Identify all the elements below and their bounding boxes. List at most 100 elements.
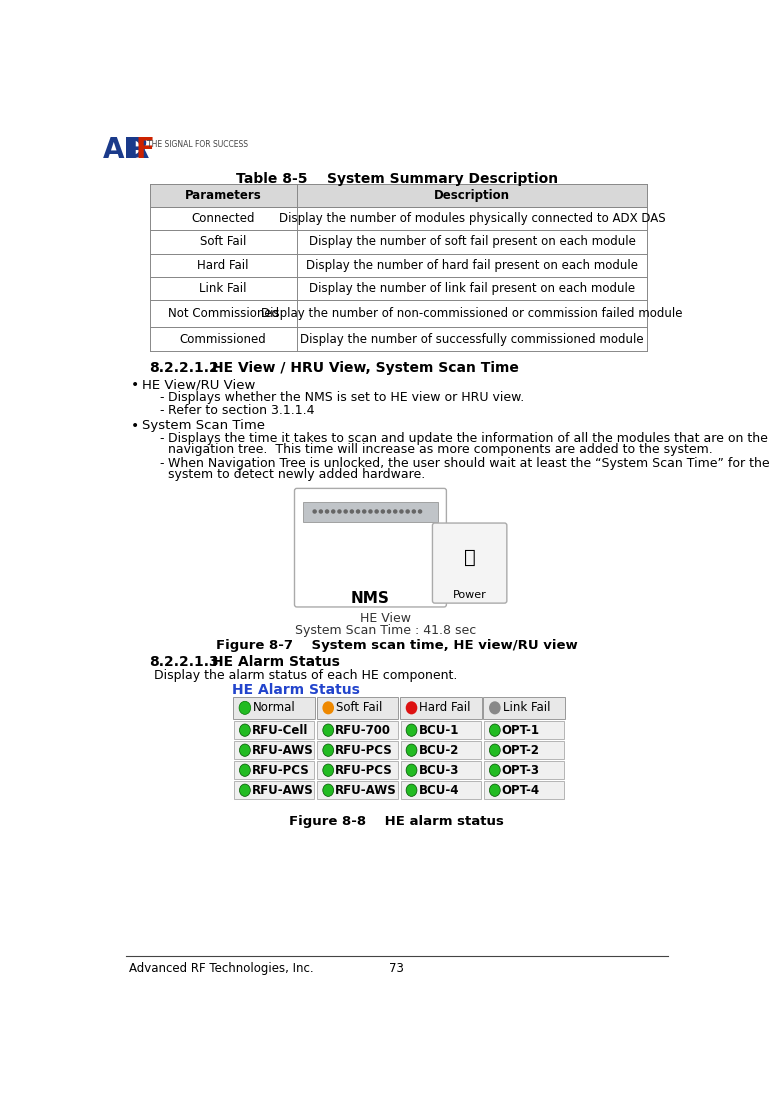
Ellipse shape	[406, 701, 418, 714]
Text: Hard Fail: Hard Fail	[198, 258, 249, 271]
Text: Displays the time it takes to scan and update the information of all the modules: Displays the time it takes to scan and u…	[168, 432, 768, 445]
Text: Soft Fail: Soft Fail	[336, 701, 382, 714]
Ellipse shape	[239, 724, 250, 736]
Text: HE View: HE View	[360, 612, 411, 625]
Ellipse shape	[239, 701, 251, 714]
Text: BCU-4: BCU-4	[418, 784, 459, 797]
Circle shape	[400, 510, 403, 513]
Circle shape	[326, 510, 329, 513]
Circle shape	[332, 510, 335, 513]
Text: Connected: Connected	[191, 212, 255, 225]
Circle shape	[381, 510, 384, 513]
Bar	[484, 697, 565, 719]
Text: Link Fail: Link Fail	[199, 281, 247, 295]
Text: Soft Fail: Soft Fail	[200, 235, 246, 248]
Circle shape	[313, 510, 316, 513]
Text: RFU-700: RFU-700	[335, 723, 391, 736]
Text: Not Commissioned: Not Commissioned	[167, 307, 279, 320]
Circle shape	[369, 510, 372, 513]
Text: F: F	[136, 136, 154, 165]
Text: 73: 73	[389, 962, 405, 975]
Ellipse shape	[239, 784, 250, 797]
Bar	[234, 741, 315, 759]
Text: 8.2.2.1.2: 8.2.2.1.2	[150, 362, 219, 376]
Ellipse shape	[406, 764, 417, 776]
Circle shape	[344, 510, 347, 513]
Circle shape	[406, 510, 409, 513]
Text: System Scan Time: System Scan Time	[142, 419, 265, 432]
Circle shape	[363, 510, 366, 513]
Text: Refer to section 3.1.1.4: Refer to section 3.1.1.4	[168, 403, 315, 417]
Bar	[234, 721, 315, 740]
Bar	[150, 328, 647, 351]
Bar	[150, 254, 647, 277]
Bar	[318, 781, 398, 799]
Text: system to detect newly added hardware.: system to detect newly added hardware.	[168, 467, 425, 480]
Bar	[401, 781, 480, 799]
Text: R: R	[128, 136, 150, 165]
Text: Display the alarm status of each HE component.: Display the alarm status of each HE comp…	[150, 669, 457, 682]
Text: Figure 8-8    HE alarm status: Figure 8-8 HE alarm status	[289, 814, 505, 828]
Ellipse shape	[406, 784, 417, 797]
Text: Hard Fail: Hard Fail	[419, 701, 470, 714]
Bar	[318, 761, 398, 779]
Text: Display the number of modules physically connected to ADX DAS: Display the number of modules physically…	[279, 212, 665, 225]
Bar	[484, 781, 564, 799]
Circle shape	[338, 510, 341, 513]
Text: Power: Power	[453, 590, 487, 600]
Text: RFU-PCS: RFU-PCS	[335, 764, 393, 777]
Text: Link Fail: Link Fail	[503, 701, 550, 714]
Text: RFU-AWS: RFU-AWS	[335, 784, 397, 797]
Bar	[303, 502, 438, 522]
Bar	[484, 761, 564, 779]
Bar	[233, 697, 315, 719]
Text: navigation tree.  This time will increase as more components are added to the sy: navigation tree. This time will increase…	[168, 443, 713, 456]
Text: RFU-PCS: RFU-PCS	[335, 744, 393, 757]
Text: BCU-2: BCU-2	[418, 744, 459, 757]
Ellipse shape	[490, 744, 501, 756]
Circle shape	[412, 510, 415, 513]
Text: Display the number of non-commissioned or commission failed module: Display the number of non-commissioned o…	[261, 307, 683, 320]
Circle shape	[418, 510, 422, 513]
Bar	[316, 697, 398, 719]
Text: Advanced RF Technologies, Inc.: Advanced RF Technologies, Inc.	[129, 962, 314, 975]
Bar	[400, 697, 482, 719]
Text: 8.2.2.1.3: 8.2.2.1.3	[150, 655, 219, 669]
Bar	[401, 761, 480, 779]
Bar	[484, 741, 564, 759]
Circle shape	[319, 510, 322, 513]
Ellipse shape	[322, 744, 334, 756]
Ellipse shape	[489, 701, 501, 714]
Text: RFU-Cell: RFU-Cell	[252, 723, 308, 736]
Text: -: -	[159, 391, 164, 404]
Text: Display the number of soft fail present on each module: Display the number of soft fail present …	[308, 235, 636, 248]
FancyBboxPatch shape	[432, 523, 507, 603]
Text: -: -	[159, 403, 164, 417]
Ellipse shape	[239, 744, 250, 756]
Bar	[234, 781, 315, 799]
Bar	[401, 741, 480, 759]
Text: Figure 8-7    System scan time, HE view/RU view: Figure 8-7 System scan time, HE view/RU …	[216, 639, 577, 652]
Text: HE Alarm Status: HE Alarm Status	[232, 684, 360, 697]
Text: HE View/RU View: HE View/RU View	[142, 378, 255, 391]
Circle shape	[375, 510, 378, 513]
Circle shape	[356, 510, 360, 513]
FancyBboxPatch shape	[294, 488, 446, 607]
Ellipse shape	[406, 724, 417, 736]
Text: OPT-2: OPT-2	[502, 744, 540, 757]
Ellipse shape	[490, 784, 501, 797]
Ellipse shape	[322, 764, 334, 776]
Text: System Scan Time : 41.8 sec: System Scan Time : 41.8 sec	[294, 624, 476, 637]
Ellipse shape	[490, 764, 501, 776]
Bar	[318, 721, 398, 740]
Text: When Navigation Tree is unlocked, the user should wait at least the “System Scan: When Navigation Tree is unlocked, the us…	[168, 457, 770, 469]
Text: -: -	[159, 457, 164, 469]
Circle shape	[388, 510, 391, 513]
Text: NMS: NMS	[351, 591, 390, 606]
Text: Display the number of hard fail present on each module: Display the number of hard fail present …	[306, 258, 638, 271]
Ellipse shape	[406, 744, 417, 756]
Bar	[150, 185, 647, 208]
Text: RFU-AWS: RFU-AWS	[252, 744, 314, 757]
Text: Displays whether the NMS is set to HE view or HRU view.: Displays whether the NMS is set to HE vi…	[168, 391, 525, 404]
Text: Display the number of link fail present on each module: Display the number of link fail present …	[309, 281, 635, 295]
